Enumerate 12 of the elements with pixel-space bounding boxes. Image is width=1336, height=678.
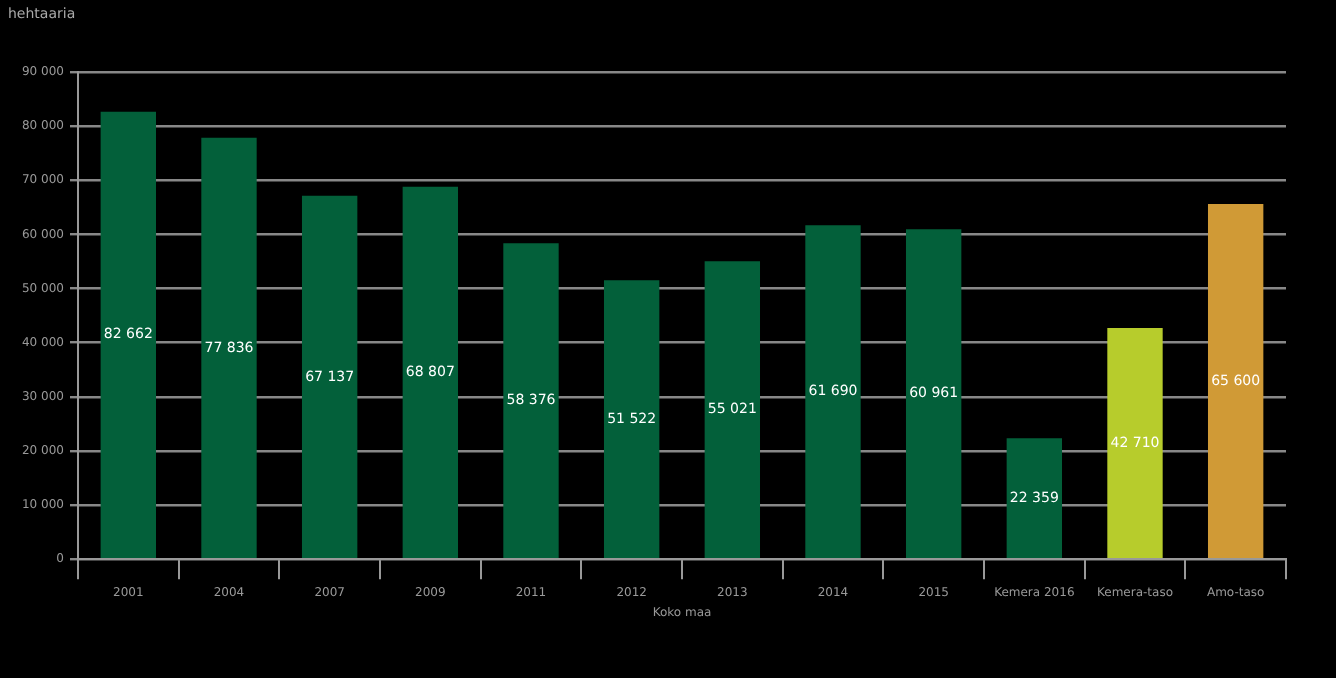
bar xyxy=(301,195,358,558)
bar xyxy=(402,186,459,558)
bar xyxy=(201,137,257,558)
bar xyxy=(1006,438,1063,558)
bar xyxy=(805,225,861,558)
bar xyxy=(1207,204,1264,558)
bar xyxy=(704,261,761,558)
bar xyxy=(100,111,157,558)
bar xyxy=(1107,328,1163,558)
bar xyxy=(603,280,660,558)
bar xyxy=(905,229,962,558)
bar xyxy=(503,243,559,558)
